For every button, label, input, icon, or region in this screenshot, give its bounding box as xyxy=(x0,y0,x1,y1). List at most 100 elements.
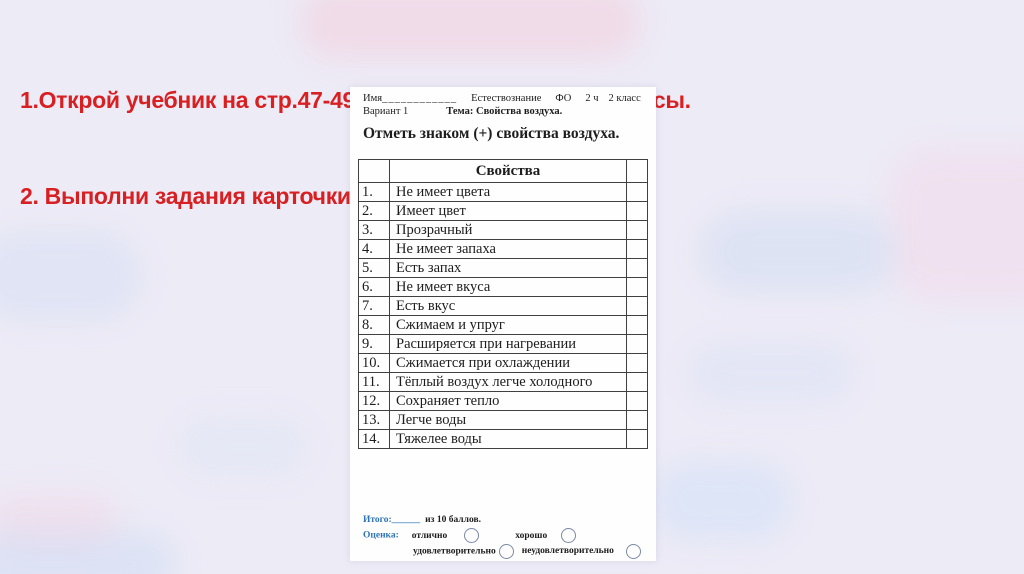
background-blob xyxy=(0,532,176,574)
grade-label: 2 класс xyxy=(608,93,641,104)
properties-body: 1. Не имеет цвета 2. Имеет цвет 3. Прозрачный… xyxy=(358,182,648,449)
grade-label: Оценка: xyxy=(363,530,399,541)
property-label: Сжимается при охлаждении xyxy=(389,353,627,373)
grade-circle xyxy=(498,543,514,559)
worksheet-header-line-1: Имя____________ Естествознание ФО 2 ч 2 клас… xyxy=(363,92,650,105)
property-label: Имеет цвет xyxy=(389,201,627,221)
mark-cell xyxy=(626,296,648,316)
mark-cell xyxy=(626,220,648,240)
property-label: Расширяется при нагревании xyxy=(389,334,627,354)
worksheet-header-line-2: Вариант 1 Тема: Свойства воздуха. xyxy=(363,105,650,118)
table-row: 14. Тяжелее воды xyxy=(358,429,648,449)
mark-cell xyxy=(626,239,648,259)
worksheet-footer: Итого:______ из 10 баллов. Оценка: отлично… xyxy=(363,513,656,559)
property-label: Прозрачный xyxy=(389,220,627,240)
mark-cell xyxy=(626,410,648,430)
mark-cell xyxy=(626,372,648,392)
table-row: 13. Легче воды xyxy=(358,410,648,430)
property-label: Тяжелее воды xyxy=(389,429,627,449)
grade-option-unsatisfactory: неудовлетворительно xyxy=(521,546,614,557)
mark-cell xyxy=(626,201,648,221)
table-row: 6. Не имеет вкуса xyxy=(358,277,648,297)
hours-label: 2 ч xyxy=(585,93,599,104)
table-row: 4. Не имеет запаха xyxy=(358,239,648,259)
mark-cell xyxy=(626,277,648,297)
row-number: 12. xyxy=(358,391,390,411)
grade-circle xyxy=(625,543,641,559)
row-number: 5. xyxy=(358,258,390,278)
row-number: 3. xyxy=(358,220,390,240)
topic-label: Тема: Свойства воздуха. xyxy=(446,106,563,117)
name-blank-line: ____________ xyxy=(382,93,458,104)
properties-column-header: Свойства xyxy=(389,159,627,183)
row-number: 13. xyxy=(358,410,390,430)
total-blank-line: ______ xyxy=(391,515,421,525)
assessment-label: ФО xyxy=(555,93,572,104)
row-number: 2. xyxy=(358,201,390,221)
row-number: 6. xyxy=(358,277,390,297)
row-number: 1. xyxy=(358,182,390,202)
table-row: 8. Сжимаем и упруг xyxy=(358,315,648,335)
background-blob xyxy=(688,344,853,402)
mark-cell xyxy=(626,353,648,373)
table-row: 1. Не имеет цвета xyxy=(358,182,648,202)
property-label: Сохраняет тепло xyxy=(389,391,627,411)
mark-cell xyxy=(626,315,648,335)
worksheet-card: Имя____________ Естествознание ФО 2 ч 2 клас… xyxy=(350,87,656,561)
table-row: 12. Сохраняет тепло xyxy=(358,391,648,411)
table-row: 11. Тёплый воздух легче холодного xyxy=(358,372,648,392)
background-blob xyxy=(300,0,640,58)
table-row: 2. Имеет цвет xyxy=(358,201,648,221)
table-row: 10. Сжимается при охлаждении xyxy=(358,353,648,373)
grade-line-2: удовлетворительно неудовлетворительно xyxy=(363,543,656,560)
grade-option-satisfactory: удовлетворительно xyxy=(413,546,496,557)
mark-cell xyxy=(626,334,648,354)
row-number: 8. xyxy=(358,315,390,335)
property-label: Есть запах xyxy=(389,258,627,278)
property-label: Не имеет цвета xyxy=(389,182,627,202)
total-label: Итого: xyxy=(363,515,392,525)
background-blob xyxy=(0,232,141,320)
name-label: Имя xyxy=(363,93,383,104)
property-label: Тёплый воздух легче холодного xyxy=(389,372,627,392)
property-label: Не имеет запаха xyxy=(389,239,627,259)
grade-option-good: хорошо xyxy=(515,530,548,541)
mark-cell xyxy=(626,391,648,411)
properties-table: Свойства 1. Не имеет цвета 2. Имеет цвет 3. П… xyxy=(358,159,648,449)
total-line: Итого:______ из 10 баллов. xyxy=(363,513,656,528)
mark-cell xyxy=(626,429,648,449)
table-header-row: Свойства xyxy=(358,159,648,183)
number-column-header xyxy=(358,159,390,183)
variant-label: Вариант 1 xyxy=(363,106,409,117)
grade-circle xyxy=(464,528,480,543)
grade-circle xyxy=(561,528,577,543)
property-label: Не имеет вкуса xyxy=(389,277,627,297)
property-label: Легче воды xyxy=(389,410,627,430)
background-blob xyxy=(178,418,308,476)
row-number: 9. xyxy=(358,334,390,354)
worksheet-instruction: Отметь знаком (+) свойства воздуха. xyxy=(363,125,620,142)
row-number: 7. xyxy=(358,296,390,316)
table-row: 3. Прозрачный xyxy=(358,220,648,240)
grade-option-excellent: отлично xyxy=(411,530,448,541)
row-number: 4. xyxy=(358,239,390,259)
table-row: 7. Есть вкус xyxy=(358,296,648,316)
mark-column-header xyxy=(626,159,648,183)
background-blob xyxy=(890,150,1024,300)
subject-label: Естествознание xyxy=(471,93,542,104)
background-blob xyxy=(700,212,895,292)
row-number: 11. xyxy=(358,372,390,392)
mark-cell xyxy=(626,258,648,278)
row-number: 10. xyxy=(358,353,390,373)
background-blob xyxy=(652,462,792,540)
mark-cell xyxy=(626,182,648,202)
table-row: 5. Есть запах xyxy=(358,258,648,278)
row-number: 14. xyxy=(358,429,390,449)
worksheet-header: Имя____________ Естествознание ФО 2 ч 2 клас… xyxy=(363,92,650,118)
grade-line-1: Оценка: отлично хорошо xyxy=(363,528,656,544)
property-label: Сжимаем и упруг xyxy=(389,315,627,335)
property-label: Есть вкус xyxy=(389,296,627,316)
total-suffix: из 10 баллов. xyxy=(425,515,481,525)
table-row: 9. Расширяется при нагревании xyxy=(358,334,648,354)
